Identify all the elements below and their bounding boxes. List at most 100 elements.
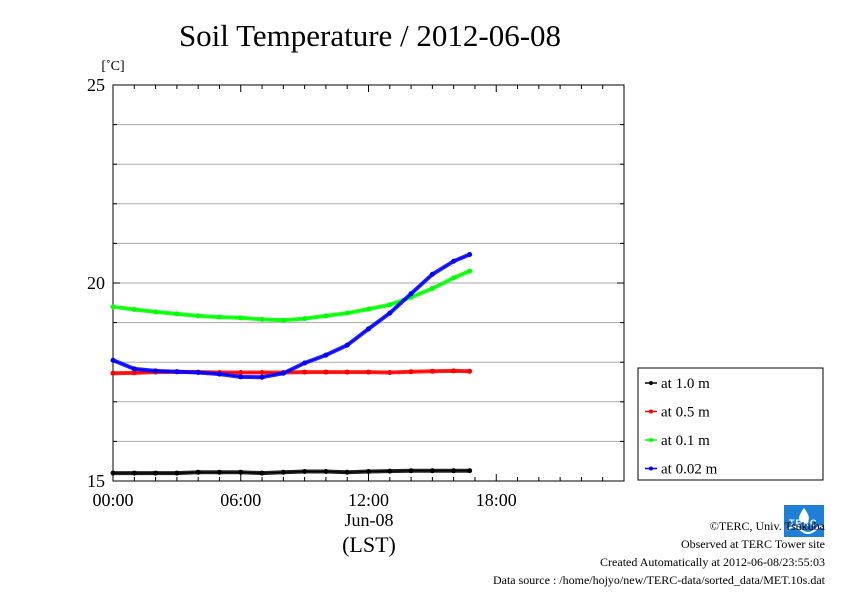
data-point <box>238 374 244 380</box>
data-point <box>344 342 350 348</box>
x-tick-label: 06:00 <box>220 490 261 510</box>
data-point <box>344 369 350 375</box>
data-point <box>429 286 435 292</box>
data-point <box>302 316 308 322</box>
footer-created: Created Automatically at 2012-06-08/23:5… <box>600 555 825 569</box>
data-point <box>323 369 329 375</box>
data-point <box>323 468 329 474</box>
legend-marker <box>649 438 653 442</box>
series-lines <box>110 251 473 476</box>
footer-source: Data source : /home/hojyo/new/TERC-data/… <box>492 573 825 587</box>
series-line-core <box>112 270 470 321</box>
data-point <box>451 258 457 264</box>
data-point <box>302 369 308 375</box>
legend-label: at 0.02 m <box>661 462 718 478</box>
data-point <box>238 315 244 321</box>
gridlines <box>113 124 624 442</box>
legend: at 1.0 m at 0.5 m at 0.1 m at 0.02 m <box>637 367 824 481</box>
data-point <box>323 313 329 319</box>
data-point <box>366 306 371 312</box>
data-point <box>429 368 435 374</box>
data-point <box>153 368 159 374</box>
data-point <box>451 275 457 281</box>
data-point <box>366 468 371 474</box>
legend-marker <box>649 466 653 471</box>
logo-text: TERC <box>789 518 818 528</box>
data-point <box>429 271 435 277</box>
x-axis-label: (LST) <box>342 532 396 557</box>
legend-box <box>637 367 824 481</box>
data-point <box>174 311 180 317</box>
data-point <box>302 360 308 366</box>
data-point <box>451 368 457 374</box>
data-point <box>387 310 393 316</box>
data-point <box>131 366 137 372</box>
data-point <box>467 251 473 257</box>
data-point <box>110 357 116 363</box>
data-point <box>344 310 350 316</box>
data-point <box>238 469 244 475</box>
data-point <box>429 468 435 474</box>
data-point <box>131 470 137 476</box>
data-point <box>387 369 393 375</box>
y-tick-label: 15 <box>87 471 105 491</box>
data-point <box>259 470 265 476</box>
data-point <box>387 468 393 474</box>
footer-copyright: ©TERC, Univ. Tsukuba <box>709 519 825 533</box>
terc-logo-icon <box>784 505 824 537</box>
data-point <box>366 326 371 332</box>
data-point <box>323 352 329 358</box>
legend-label: at 0.5 m <box>661 405 710 421</box>
data-point <box>110 370 116 376</box>
data-point <box>259 369 265 375</box>
series-line-core <box>112 253 470 378</box>
data-point <box>280 317 286 323</box>
legend-marker <box>649 381 653 385</box>
data-point <box>259 374 265 380</box>
legend-marker <box>649 409 653 414</box>
data-point <box>110 470 116 476</box>
data-point <box>195 369 201 375</box>
data-point <box>131 370 137 376</box>
data-point <box>195 313 201 319</box>
data-point <box>387 302 393 308</box>
legend-label: at 1.0 m <box>661 376 710 392</box>
data-point <box>216 314 222 320</box>
data-point <box>408 369 414 375</box>
chart-title: Soil Temperature / 2012-06-08 <box>179 18 561 53</box>
footer-observed: Observed at TERC Tower site <box>680 537 825 551</box>
y-tick-label: 20 <box>87 273 105 293</box>
data-point <box>195 469 201 475</box>
x-tick-label: 18:00 <box>476 490 517 510</box>
data-point <box>467 468 473 474</box>
data-point <box>467 368 473 374</box>
data-point <box>259 316 265 322</box>
series-line-core <box>113 470 470 474</box>
data-point <box>153 470 159 476</box>
tick-labels: 15 20 25 00:00 06:00 12:00 18:00 <box>87 75 517 510</box>
data-point <box>174 470 180 476</box>
x-axis-date-label: Jun-08 <box>345 510 394 530</box>
x-tick-label: 00:00 <box>92 490 133 510</box>
data-point <box>408 291 414 297</box>
data-point <box>467 268 473 274</box>
series-line <box>111 252 472 380</box>
data-point <box>366 369 371 375</box>
data-point <box>302 468 308 474</box>
data-point <box>110 304 116 310</box>
axis-ticks <box>112 84 625 482</box>
y-axis-unit-label: [˚C] <box>101 59 124 74</box>
data-point <box>216 371 222 377</box>
data-point <box>153 309 159 315</box>
data-point <box>174 369 180 375</box>
data-point <box>238 369 244 375</box>
data-point <box>408 468 414 474</box>
x-tick-label: 12:00 <box>348 490 389 510</box>
data-point <box>216 469 222 475</box>
data-point <box>280 370 286 376</box>
y-tick-label: 25 <box>87 75 105 95</box>
data-point <box>280 469 286 475</box>
data-point <box>451 468 457 474</box>
data-point <box>131 307 137 313</box>
